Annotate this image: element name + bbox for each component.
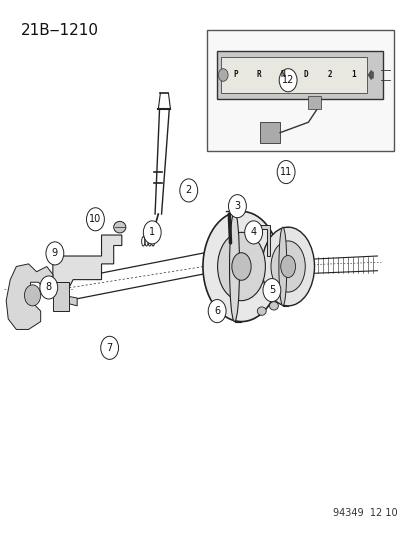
- Bar: [206, 30, 393, 151]
- Text: D: D: [303, 70, 308, 79]
- Ellipse shape: [280, 255, 295, 278]
- Circle shape: [143, 221, 161, 244]
- Circle shape: [208, 300, 225, 322]
- Circle shape: [244, 221, 262, 244]
- Bar: [53, 282, 69, 311]
- Circle shape: [228, 195, 246, 217]
- Text: 2: 2: [326, 70, 331, 79]
- Ellipse shape: [269, 302, 278, 310]
- FancyArrow shape: [367, 70, 373, 80]
- Text: 3: 3: [234, 201, 240, 211]
- Ellipse shape: [271, 241, 304, 292]
- Text: 12: 12: [281, 75, 294, 85]
- Text: 5: 5: [268, 285, 274, 295]
- Bar: [221, 56, 366, 93]
- Ellipse shape: [229, 212, 239, 321]
- Polygon shape: [53, 235, 121, 295]
- Text: 21B‒1210: 21B‒1210: [20, 22, 98, 37]
- Ellipse shape: [261, 227, 314, 306]
- Polygon shape: [6, 264, 53, 329]
- Text: N: N: [280, 70, 284, 79]
- Text: 10: 10: [89, 214, 101, 224]
- Polygon shape: [257, 224, 269, 256]
- Ellipse shape: [257, 307, 266, 316]
- Text: 1: 1: [350, 70, 354, 79]
- Ellipse shape: [278, 227, 286, 306]
- Circle shape: [278, 69, 297, 92]
- Ellipse shape: [202, 212, 279, 321]
- Circle shape: [46, 242, 64, 265]
- Ellipse shape: [114, 221, 126, 233]
- Polygon shape: [282, 227, 287, 306]
- Circle shape: [218, 69, 228, 82]
- Text: R: R: [256, 70, 261, 79]
- Text: 6: 6: [214, 306, 220, 316]
- Circle shape: [277, 160, 294, 183]
- Circle shape: [179, 179, 197, 202]
- Bar: [259, 122, 279, 143]
- Circle shape: [40, 276, 57, 299]
- Text: 4: 4: [250, 228, 256, 237]
- Text: 1: 1: [149, 228, 155, 237]
- Ellipse shape: [24, 285, 40, 306]
- Text: 11: 11: [279, 167, 292, 177]
- Polygon shape: [63, 295, 77, 306]
- Text: P: P: [233, 70, 237, 79]
- Text: 2: 2: [185, 185, 191, 196]
- Ellipse shape: [217, 232, 265, 301]
- Bar: [308, 96, 320, 109]
- Text: 7: 7: [106, 343, 112, 353]
- Polygon shape: [234, 212, 241, 321]
- Text: 94349  12 10: 94349 12 10: [332, 508, 397, 518]
- Bar: [216, 51, 382, 99]
- Circle shape: [262, 279, 280, 302]
- Ellipse shape: [231, 253, 251, 280]
- Circle shape: [86, 208, 104, 231]
- Text: 8: 8: [45, 282, 52, 293]
- Text: 9: 9: [52, 248, 58, 259]
- Circle shape: [100, 336, 118, 359]
